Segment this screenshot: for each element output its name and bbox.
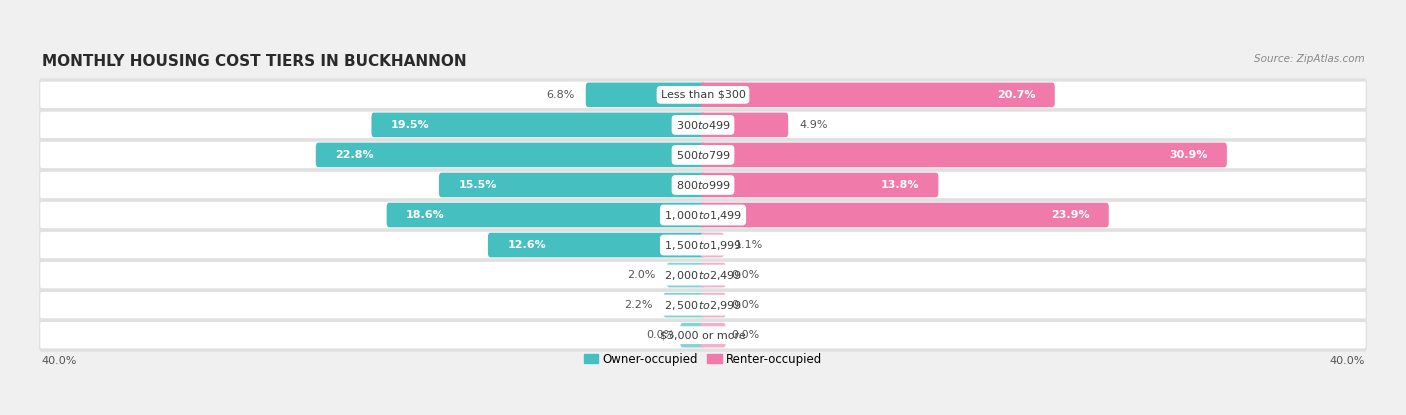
- FancyBboxPatch shape: [39, 198, 1367, 232]
- FancyBboxPatch shape: [41, 82, 1365, 108]
- Text: 0.0%: 0.0%: [647, 330, 675, 340]
- FancyBboxPatch shape: [681, 323, 706, 347]
- FancyBboxPatch shape: [41, 322, 1365, 348]
- Text: 23.9%: 23.9%: [1050, 210, 1090, 220]
- FancyBboxPatch shape: [387, 203, 706, 227]
- FancyBboxPatch shape: [39, 78, 1367, 111]
- Text: $500 to $799: $500 to $799: [675, 149, 731, 161]
- Text: $800 to $999: $800 to $999: [675, 179, 731, 191]
- FancyBboxPatch shape: [700, 323, 725, 347]
- Text: 12.6%: 12.6%: [508, 240, 546, 250]
- FancyBboxPatch shape: [39, 288, 1367, 322]
- FancyBboxPatch shape: [41, 262, 1365, 288]
- Text: 0.0%: 0.0%: [731, 330, 759, 340]
- FancyBboxPatch shape: [41, 142, 1365, 168]
- FancyBboxPatch shape: [700, 203, 1109, 227]
- FancyBboxPatch shape: [700, 83, 1054, 107]
- Text: 1.1%: 1.1%: [735, 240, 763, 250]
- Text: Less than $300: Less than $300: [661, 90, 745, 100]
- FancyBboxPatch shape: [700, 143, 1227, 167]
- Text: 13.8%: 13.8%: [880, 180, 920, 190]
- FancyBboxPatch shape: [700, 112, 789, 137]
- Text: 20.7%: 20.7%: [997, 90, 1035, 100]
- FancyBboxPatch shape: [41, 202, 1365, 228]
- FancyBboxPatch shape: [41, 292, 1365, 318]
- FancyBboxPatch shape: [700, 293, 725, 317]
- FancyBboxPatch shape: [371, 112, 706, 137]
- FancyBboxPatch shape: [41, 172, 1365, 198]
- FancyBboxPatch shape: [39, 139, 1367, 171]
- Text: 30.9%: 30.9%: [1168, 150, 1208, 160]
- FancyBboxPatch shape: [39, 319, 1367, 352]
- FancyBboxPatch shape: [586, 83, 706, 107]
- Text: 0.0%: 0.0%: [731, 270, 759, 280]
- Text: 19.5%: 19.5%: [391, 120, 429, 130]
- FancyBboxPatch shape: [664, 293, 706, 317]
- Text: $2,000 to $2,499: $2,000 to $2,499: [664, 269, 742, 282]
- FancyBboxPatch shape: [439, 173, 706, 197]
- Text: 2.2%: 2.2%: [624, 300, 652, 310]
- Text: $1,500 to $1,999: $1,500 to $1,999: [664, 239, 742, 251]
- Text: 18.6%: 18.6%: [406, 210, 444, 220]
- FancyBboxPatch shape: [39, 108, 1367, 142]
- Text: $2,500 to $2,999: $2,500 to $2,999: [664, 299, 742, 312]
- FancyBboxPatch shape: [666, 263, 706, 288]
- Text: 6.8%: 6.8%: [547, 90, 575, 100]
- FancyBboxPatch shape: [39, 259, 1367, 292]
- FancyBboxPatch shape: [700, 233, 724, 257]
- Text: 2.0%: 2.0%: [627, 270, 655, 280]
- Text: $1,000 to $1,499: $1,000 to $1,499: [664, 208, 742, 222]
- FancyBboxPatch shape: [700, 263, 725, 288]
- Text: 40.0%: 40.0%: [1329, 356, 1364, 366]
- FancyBboxPatch shape: [41, 232, 1365, 258]
- Legend: Owner-occupied, Renter-occupied: Owner-occupied, Renter-occupied: [583, 353, 823, 366]
- Text: 40.0%: 40.0%: [42, 356, 77, 366]
- Text: 0.0%: 0.0%: [731, 300, 759, 310]
- Text: 15.5%: 15.5%: [458, 180, 496, 190]
- FancyBboxPatch shape: [700, 173, 938, 197]
- Text: 22.8%: 22.8%: [335, 150, 374, 160]
- Text: $300 to $499: $300 to $499: [675, 119, 731, 131]
- FancyBboxPatch shape: [39, 168, 1367, 202]
- FancyBboxPatch shape: [488, 233, 706, 257]
- FancyBboxPatch shape: [39, 229, 1367, 261]
- Text: MONTHLY HOUSING COST TIERS IN BUCKHANNON: MONTHLY HOUSING COST TIERS IN BUCKHANNON: [42, 54, 467, 69]
- FancyBboxPatch shape: [41, 112, 1365, 138]
- Text: $3,000 or more: $3,000 or more: [661, 330, 745, 340]
- FancyBboxPatch shape: [316, 143, 706, 167]
- Text: Source: ZipAtlas.com: Source: ZipAtlas.com: [1254, 54, 1364, 64]
- Text: 4.9%: 4.9%: [799, 120, 828, 130]
